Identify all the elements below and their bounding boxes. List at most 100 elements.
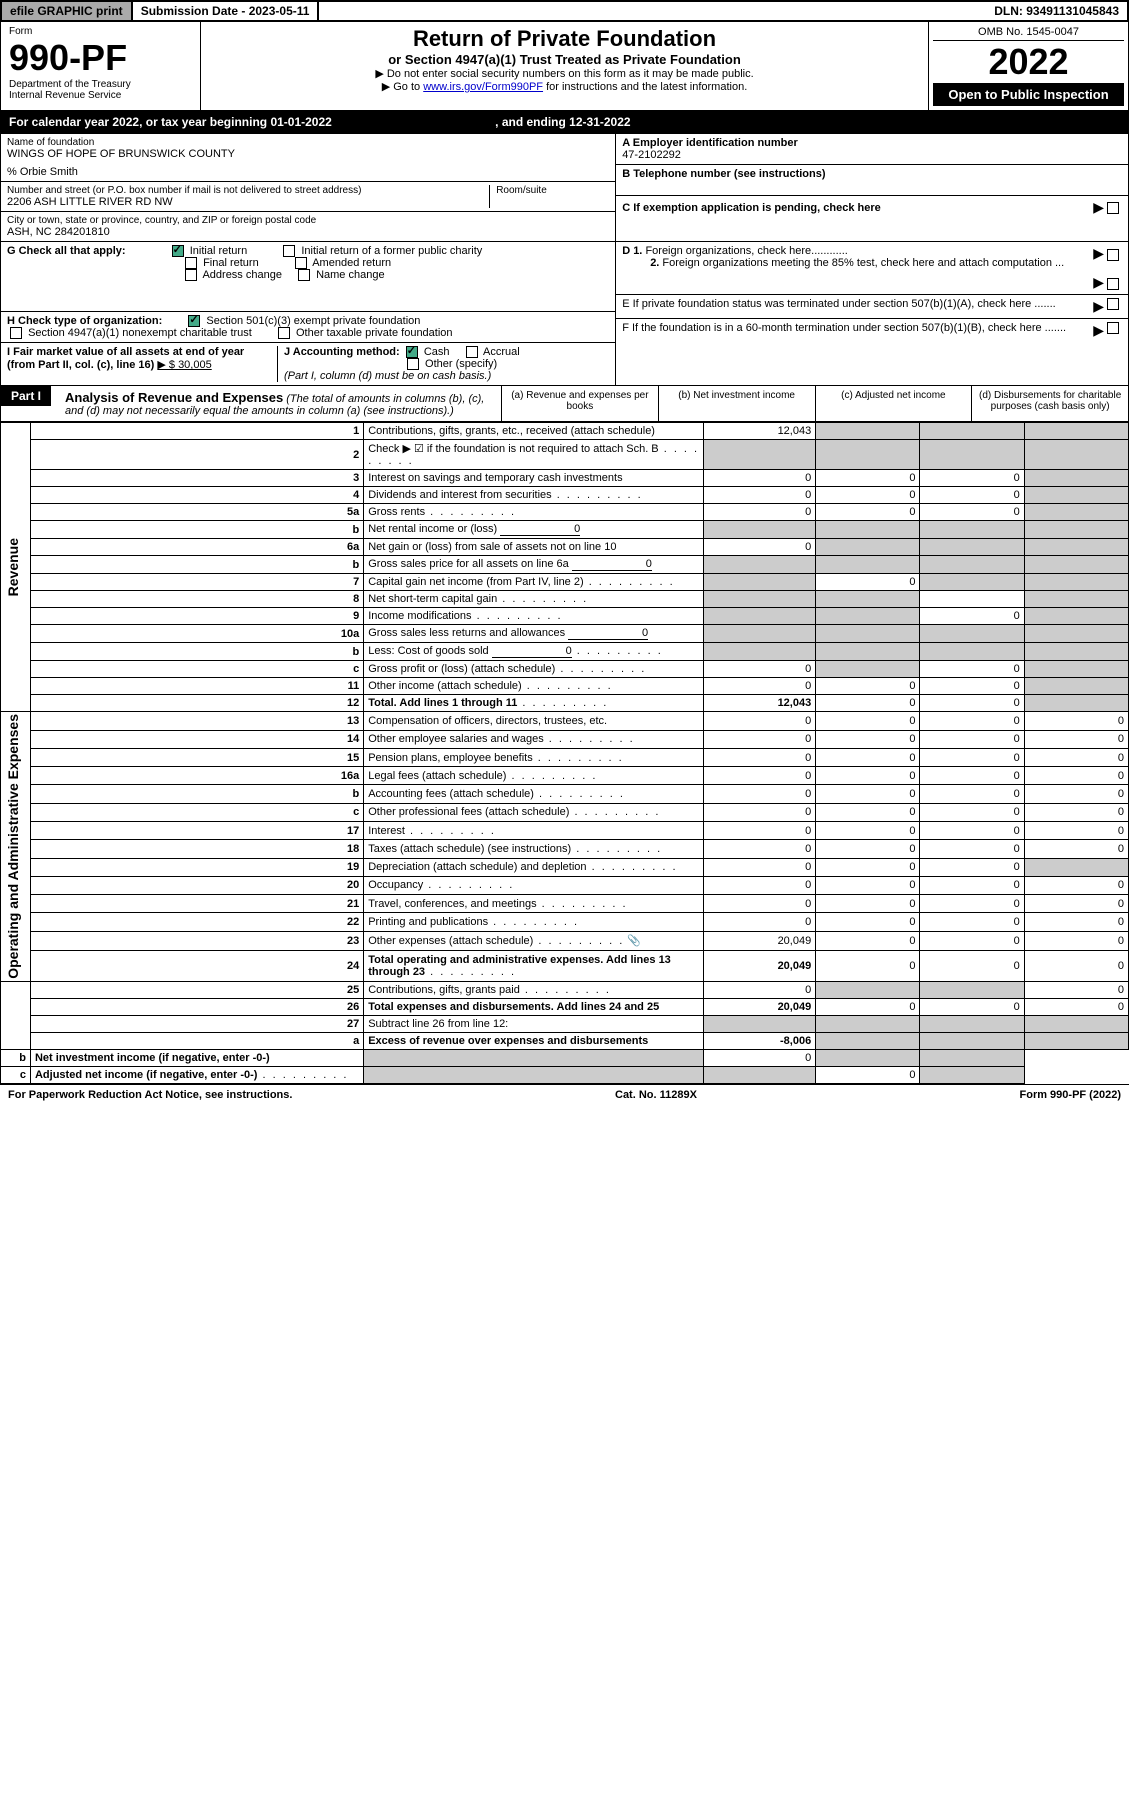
h-501c3-checkbox[interactable] <box>188 315 200 327</box>
shaded-cell <box>816 1033 920 1050</box>
shaded-cell <box>920 539 1024 556</box>
shaded-cell <box>1024 574 1128 591</box>
line-number: b <box>30 556 363 574</box>
form-title-box: Return of Private Foundation or Section … <box>201 22 928 110</box>
shaded-cell <box>364 1067 704 1084</box>
g-final-checkbox[interactable] <box>185 257 197 269</box>
value-cell: 0 <box>816 913 920 931</box>
value-cell: 0 <box>920 712 1024 730</box>
shaded-cell <box>1024 556 1128 574</box>
phone-label: B Telephone number (see instructions) <box>622 168 1122 180</box>
shaded-cell <box>364 1050 704 1067</box>
city: ASH, NC 284201810 <box>7 226 609 238</box>
line-number: 2 <box>30 440 363 470</box>
value-cell: 0 <box>816 712 920 730</box>
table-row: 22Printing and publications0000 <box>1 913 1129 931</box>
line-number: b <box>30 643 363 661</box>
line-number: 3 <box>30 470 363 487</box>
shaded-cell <box>816 440 920 470</box>
shaded-cell <box>1024 1016 1128 1033</box>
value-cell: 0 <box>816 470 920 487</box>
value-cell: -8,006 <box>704 1033 816 1050</box>
shaded-cell <box>816 608 920 625</box>
form990pf-link[interactable]: www.irs.gov/Form990PF <box>423 81 543 93</box>
table-row: cAdjusted net income (if negative, enter… <box>1 1067 1129 1084</box>
shaded-cell <box>704 591 816 608</box>
table-row: 16aLegal fees (attach schedule)0000 <box>1 767 1129 785</box>
line-description: Legal fees (attach schedule) <box>364 767 704 785</box>
g-opt-name: Name change <box>316 269 385 281</box>
table-row: cOther professional fees (attach schedul… <box>1 803 1129 821</box>
footer-right: Form 990-PF (2022) <box>1020 1089 1121 1101</box>
g-initial-former-checkbox[interactable] <box>283 245 295 257</box>
g-opt-former: Initial return of a former public charit… <box>301 245 482 257</box>
value-cell: 0 <box>920 950 1024 981</box>
value-cell: 0 <box>920 748 1024 766</box>
shaded-cell <box>1024 539 1128 556</box>
cal-year-end: , and ending 12-31-2022 <box>495 115 630 129</box>
table-row: 23Other expenses (attach schedule) 📎20,0… <box>1 931 1129 950</box>
part1-label: Part I <box>1 386 51 406</box>
d-row: D 1. D 1. Foreign organizations, check h… <box>616 242 1128 295</box>
j-accrual-checkbox[interactable] <box>466 346 478 358</box>
e-checkbox[interactable] <box>1107 298 1119 310</box>
j-other-checkbox[interactable] <box>407 358 419 370</box>
j-other: Other (specify) <box>425 358 497 370</box>
j-cash-checkbox[interactable] <box>406 346 418 358</box>
shaded-cell <box>1024 591 1128 608</box>
form-year-box: OMB No. 1545-0047 2022 Open to Public In… <box>928 22 1128 110</box>
instr2-b: for instructions and the latest informat… <box>543 81 747 93</box>
attachment-icon[interactable]: 📎 <box>627 935 641 947</box>
value-cell: 0 <box>704 1050 816 1067</box>
i-value: ▶ $ 30,005 <box>157 359 211 371</box>
page-footer: For Paperwork Reduction Act Notice, see … <box>0 1084 1129 1105</box>
g-name-checkbox[interactable] <box>298 269 310 281</box>
value-cell: 0 <box>816 487 920 504</box>
shaded-cell <box>920 625 1024 643</box>
value-cell: 0 <box>920 913 1024 931</box>
value-cell: 0 <box>704 785 816 803</box>
value-cell: 0 <box>1024 840 1128 858</box>
h-other-checkbox[interactable] <box>278 327 290 339</box>
value-cell: 0 <box>1024 999 1128 1016</box>
g-initial-checkbox[interactable] <box>172 245 184 257</box>
line-description: Gross rents <box>364 504 704 521</box>
table-row: 27Subtract line 26 from line 12: <box>1 1016 1129 1033</box>
value-cell: 0 <box>704 748 816 766</box>
foundation-name-cell: Name of foundation WINGS OF HOPE OF BRUN… <box>1 134 615 182</box>
d2-checkbox[interactable] <box>1107 278 1119 290</box>
value-cell: 0 <box>816 803 920 821</box>
city-label: City or town, state or province, country… <box>7 215 609 226</box>
line-description: Accounting fees (attach schedule) <box>364 785 704 803</box>
line-number: 22 <box>30 913 363 931</box>
value-cell: 12,043 <box>704 423 816 440</box>
line-number: 23 <box>30 931 363 950</box>
line-description: Capital gain net income (from Part IV, l… <box>364 574 704 591</box>
form-prefix: Form <box>9 26 192 37</box>
line-number: a <box>30 1033 363 1050</box>
d1-checkbox[interactable] <box>1107 249 1119 261</box>
efile-label[interactable]: efile GRAPHIC print <box>2 2 133 20</box>
ein: 47-2102292 <box>622 149 1122 161</box>
line-description: Other income (attach schedule) <box>364 678 704 695</box>
g-amended-checkbox[interactable] <box>295 257 307 269</box>
dept-label: Department of the Treasury <box>9 79 192 90</box>
value-cell: 0 <box>1024 982 1128 999</box>
value-cell: 0 <box>1024 730 1128 748</box>
f-checkbox[interactable] <box>1107 322 1119 334</box>
shaded-cell <box>920 556 1024 574</box>
c-checkbox[interactable] <box>1107 202 1119 214</box>
value-cell: 0 <box>816 821 920 839</box>
g-address-checkbox[interactable] <box>185 269 197 281</box>
shaded-cell <box>816 556 920 574</box>
h-4947-checkbox[interactable] <box>10 327 22 339</box>
footer-mid: Cat. No. 11289X <box>615 1089 697 1101</box>
value-cell: 0 <box>816 574 920 591</box>
submission-date: Submission Date - 2023-05-11 <box>133 2 320 20</box>
value-cell: 0 <box>704 539 816 556</box>
footer-left: For Paperwork Reduction Act Notice, see … <box>8 1089 292 1101</box>
shaded-cell <box>1024 487 1128 504</box>
shaded-cell <box>1024 423 1128 440</box>
shaded-cell <box>816 591 920 608</box>
line-description: Travel, conferences, and meetings <box>364 895 704 913</box>
